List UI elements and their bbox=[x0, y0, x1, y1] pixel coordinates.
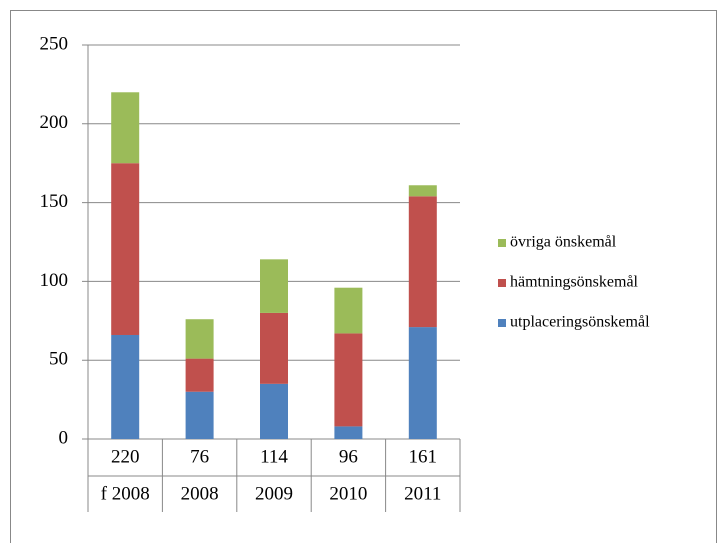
category-total: 161 bbox=[409, 446, 438, 467]
bar-segment bbox=[260, 312, 288, 384]
bar-segment bbox=[185, 358, 214, 392]
bar-segment bbox=[111, 92, 140, 164]
y-tick-label: 250 bbox=[40, 33, 69, 54]
bar-segment bbox=[185, 391, 214, 439]
y-tick-label: 100 bbox=[40, 270, 69, 291]
x-tick-label: f 2008 bbox=[101, 483, 150, 504]
bar-segment bbox=[408, 196, 437, 328]
category-total: 220 bbox=[111, 446, 140, 467]
y-tick-label: 200 bbox=[40, 112, 69, 133]
bar-segment bbox=[260, 259, 288, 313]
category-total: 114 bbox=[260, 446, 288, 467]
bar-segment bbox=[334, 426, 363, 439]
category-total: 96 bbox=[339, 446, 358, 467]
chart-border bbox=[10, 10, 717, 543]
bar-segment bbox=[111, 334, 140, 439]
legend-label: övriga önskemål bbox=[510, 234, 617, 251]
bar-segment bbox=[334, 287, 363, 334]
bar-segment bbox=[408, 185, 437, 197]
x-tick-label: 2009 bbox=[255, 483, 293, 504]
x-tick-label: 2010 bbox=[329, 483, 367, 504]
bar-segment bbox=[111, 163, 140, 335]
legend: utplaceringsönskemål hämtningsönskemål övr… bbox=[498, 234, 650, 331]
category-total: 76 bbox=[190, 446, 209, 467]
legend-label: utplaceringsönskemål bbox=[510, 314, 650, 331]
legend-swatch bbox=[498, 319, 506, 327]
bar-segment bbox=[185, 319, 214, 359]
legend-swatch bbox=[498, 239, 506, 247]
y-tick-label: 150 bbox=[40, 191, 69, 212]
legend-swatch bbox=[498, 279, 506, 287]
x-tick-label: 2008 bbox=[181, 483, 219, 504]
bar-segment bbox=[260, 383, 288, 439]
legend-label: hämtningsönskemål bbox=[510, 274, 639, 291]
bar-segment bbox=[334, 333, 363, 427]
bar-segment bbox=[408, 327, 437, 439]
y-tick-label: 50 bbox=[49, 349, 68, 370]
x-tick-label: 2011 bbox=[404, 483, 441, 504]
y-tick-label: 0 bbox=[59, 427, 69, 448]
